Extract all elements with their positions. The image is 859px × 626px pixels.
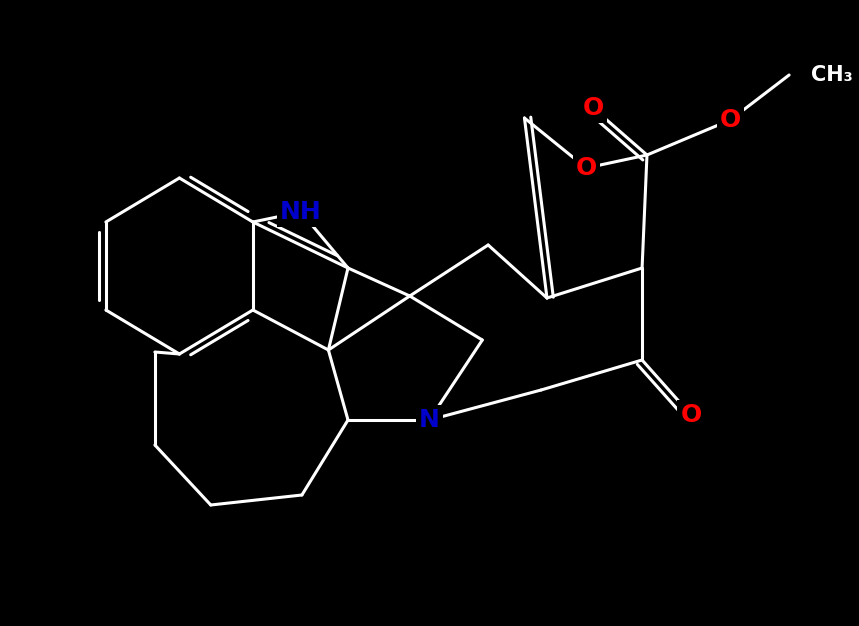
Text: O: O	[720, 108, 741, 132]
Text: N: N	[419, 408, 440, 432]
Text: O: O	[680, 403, 702, 427]
Text: O: O	[582, 96, 604, 120]
Text: NH: NH	[280, 200, 322, 224]
Text: O: O	[576, 156, 597, 180]
Text: CH₃: CH₃	[811, 65, 852, 85]
